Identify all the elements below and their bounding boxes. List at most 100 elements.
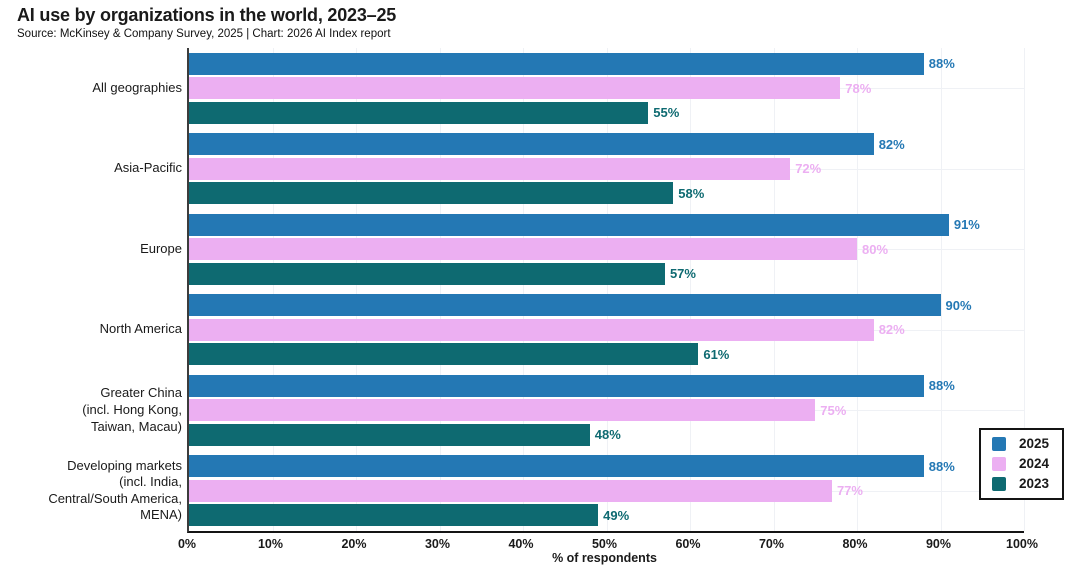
category-label: North America: [99, 321, 182, 337]
gridline-vertical: [857, 48, 858, 531]
bar-value-label: 82%: [878, 136, 905, 152]
bar: [189, 157, 791, 180]
x-tick-label: 10%: [257, 537, 284, 551]
bar-group: 90% 82% 61%: [189, 290, 1024, 371]
bar-value-label: 82%: [878, 322, 905, 338]
bar-value-label: 58%: [678, 185, 705, 201]
bar-line: 75%: [189, 399, 1024, 422]
x-tick-label: 40%: [508, 537, 534, 551]
gridline-vertical: [690, 48, 691, 531]
bar: [189, 318, 874, 341]
gridline-vertical: [1024, 48, 1025, 531]
bar: [189, 101, 649, 124]
bar-value-label: 88%: [928, 56, 955, 72]
legend-item: 2025: [991, 436, 1049, 452]
bar-line: 49%: [189, 504, 1024, 527]
bar: [189, 479, 832, 502]
chart-title: AI use by organizations in the world, 20…: [17, 5, 397, 25]
gridline-vertical: [940, 48, 942, 531]
x-tick-label: 20%: [341, 537, 367, 551]
bar-line: 78%: [189, 77, 1024, 100]
bar-value-label: 48%: [594, 427, 621, 443]
legend-label: 2024: [1018, 456, 1049, 472]
bar: [189, 133, 874, 156]
bar-value-label: 88%: [928, 378, 955, 394]
bar-value-label: 90%: [945, 297, 972, 313]
bar-group: 88% 78% 55%: [189, 48, 1024, 129]
x-tick-label: 0%: [177, 537, 197, 551]
bar: [189, 238, 857, 261]
bar-line: 77%: [189, 479, 1024, 502]
bar: [189, 399, 816, 422]
chart-subtitle: Source: McKinsey & Company Survey, 2025 …: [17, 28, 391, 40]
x-tick-label: 30%: [424, 537, 451, 551]
gridline-vertical: [356, 48, 357, 531]
bar-line: 80%: [189, 238, 1024, 261]
legend: 2025 2024 2023: [978, 428, 1064, 500]
legend-item: 2023: [991, 476, 1049, 492]
bar-value-label: 80%: [862, 241, 889, 257]
x-tick-label: 80%: [842, 537, 868, 551]
plot-area: 88% 78% 55% 82% 72% 58% 91% 80% 57% 90% 82% 61% 88% 7…: [187, 48, 1025, 533]
bar: [189, 52, 924, 75]
bar: [189, 213, 949, 236]
x-tick-label: 70%: [758, 537, 785, 551]
bar-value-label: 78%: [845, 80, 872, 96]
bar-value-label: 61%: [703, 346, 730, 362]
x-tick-label: 60%: [675, 537, 701, 551]
legend-swatch: [991, 437, 1006, 451]
gridline-vertical: [272, 48, 274, 531]
x-axis-label: % of respondents: [552, 551, 657, 565]
category-label: Developing markets (incl. India, Central…: [48, 457, 182, 523]
x-tick-label: 50%: [591, 537, 618, 551]
bar-line: 48%: [189, 423, 1024, 446]
bar-line: 58%: [189, 182, 1024, 205]
x-tick-label: 100%: [1006, 537, 1038, 551]
bar-line: 82%: [189, 133, 1024, 156]
category-label: Asia-Pacific: [114, 160, 182, 176]
category-label: Europe: [140, 240, 182, 256]
bar-line: 82%: [189, 318, 1024, 341]
bar-line: 72%: [189, 157, 1024, 180]
bar: [189, 182, 674, 205]
bar-line: 61%: [189, 343, 1024, 366]
bar: [189, 294, 941, 317]
gridline-vertical: [606, 48, 608, 531]
bar-value-label: 72%: [795, 161, 822, 177]
bar-line: 55%: [189, 101, 1024, 124]
legend-label: 2025: [1018, 436, 1049, 452]
gridline-vertical: [439, 48, 441, 531]
bar-value-label: 49%: [603, 507, 630, 523]
legend-swatch: [991, 457, 1006, 471]
bar-line: 57%: [189, 262, 1024, 285]
bar: [189, 77, 841, 100]
bar-line: 90%: [189, 294, 1024, 317]
bar: [189, 423, 590, 446]
legend-swatch: [991, 477, 1006, 491]
bar-line: 88%: [189, 52, 1024, 75]
bar-value-label: 77%: [836, 483, 863, 499]
bar-value-label: 55%: [653, 105, 680, 121]
bar: [189, 343, 699, 366]
bar-value-label: 75%: [820, 402, 847, 418]
bar: [189, 374, 924, 397]
category-label: All geographies: [92, 79, 182, 95]
bar: [189, 455, 924, 478]
gridline-vertical: [523, 48, 524, 531]
bar-line: 88%: [189, 455, 1024, 478]
legend-label: 2023: [1018, 476, 1049, 492]
bar-group: 82% 72% 58%: [189, 129, 1024, 210]
bar-group: 88% 75% 48%: [189, 370, 1024, 451]
x-tick-label: 90%: [925, 537, 952, 551]
bar-group: 91% 80% 57%: [189, 209, 1024, 290]
y-axis-category-labels: All geographies Asia-Pacific Europe North A…: [0, 48, 182, 531]
bar-group: 88% 77% 49%: [189, 451, 1024, 532]
gridline-vertical: [773, 48, 775, 531]
x-axis-ticks: 0% 10% 20% 30% 40% 50% 60% 70% 80% 90% 100%: [178, 533, 1038, 551]
legend-item: 2024: [991, 456, 1049, 472]
bar-line: 91%: [189, 213, 1024, 236]
bar-value-label: 91%: [953, 217, 980, 233]
bar-value-label: 57%: [669, 266, 696, 282]
category-label: Greater China (incl. Hong Kong, Taiwan, …: [82, 385, 182, 434]
